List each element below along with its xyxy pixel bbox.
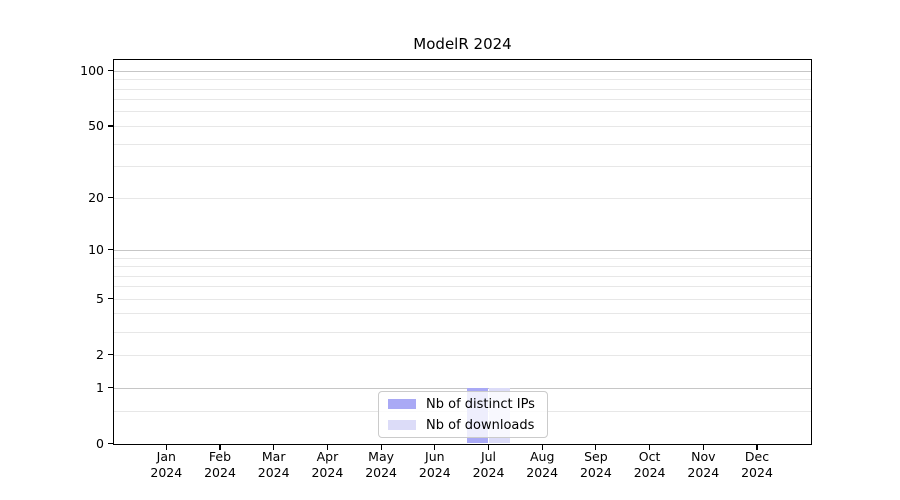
- legend-swatch-downloads-icon: [388, 420, 416, 430]
- x-axis-tick-label: Jun 2024: [418, 448, 451, 480]
- legend-swatch-distinct-ips-icon: [388, 399, 416, 409]
- y-axis-tick: [108, 249, 113, 251]
- x-axis-tick-label: Dec 2024: [741, 448, 773, 480]
- x-axis-tick: [219, 444, 221, 450]
- x-axis-tick: [487, 444, 490, 450]
- x-axis-tick-label: Oct 2024: [633, 448, 666, 480]
- gridline-minor: [114, 99, 811, 101]
- gridline-major: [114, 387, 811, 389]
- x-axis-tick: [273, 444, 275, 450]
- x-axis-tick: [434, 444, 436, 450]
- y-axis-tick-label: 0: [96, 435, 104, 451]
- x-axis-tick: [702, 444, 704, 450]
- x-axis-tick-label: Feb 2024: [204, 448, 236, 480]
- y-axis-tick-label: 5: [96, 290, 104, 306]
- x-axis-tick-label: Nov 2024: [687, 448, 720, 480]
- y-axis-tick: [108, 197, 113, 199]
- gridline-minor: [114, 286, 811, 288]
- gridline-minor: [114, 197, 811, 199]
- legend-item-distinct-ips: Nb of distinct IPs: [388, 397, 538, 412]
- y-axis-tick-label: 100: [80, 62, 104, 78]
- x-axis-tick: [380, 444, 382, 450]
- y-axis-tick: [108, 443, 113, 445]
- chart-title: ModelR 2024: [413, 35, 512, 53]
- gridline-minor: [114, 79, 811, 81]
- gridline-minor: [114, 88, 811, 90]
- x-axis-tick: [595, 444, 597, 450]
- y-axis-tick-label: 50: [88, 117, 104, 133]
- x-axis-tick-label: Jan 2024: [150, 448, 183, 480]
- x-axis-tick: [165, 444, 167, 450]
- gridline-minor: [114, 298, 811, 300]
- gridline-minor: [114, 257, 811, 259]
- x-axis-tick: [326, 444, 328, 450]
- legend-label-distinct-ips: Nb of distinct IPs: [426, 396, 535, 412]
- gridline-minor: [114, 275, 811, 277]
- gridline-minor: [114, 354, 811, 356]
- x-axis-tick-label: Mar 2024: [257, 448, 290, 480]
- gridline-major: [114, 249, 811, 251]
- y-axis-tick-label: 1: [96, 379, 104, 395]
- x-axis-tick-label: May 2024: [365, 448, 397, 480]
- y-axis-tick: [108, 125, 113, 127]
- y-axis-tick: [108, 70, 113, 72]
- gridline-major: [114, 70, 811, 72]
- gridline-minor: [114, 111, 811, 113]
- gridline-minor: [114, 143, 811, 145]
- x-axis-tick-label: Aug 2024: [526, 448, 559, 480]
- y-axis-tick-label: 2: [96, 346, 104, 362]
- x-axis-tick-label: Apr 2024: [311, 448, 344, 480]
- x-axis-tick-label: Jul 2024: [472, 448, 505, 480]
- gridline-minor: [114, 125, 811, 127]
- x-axis-tick-label: Sep 2024: [579, 448, 612, 480]
- gridline-minor: [114, 331, 811, 333]
- y-axis-tick: [108, 354, 113, 356]
- y-axis-tick: [108, 298, 113, 300]
- y-axis-tick: [108, 387, 113, 389]
- gridline-minor: [114, 266, 811, 267]
- y-axis-tick-label: 20: [88, 189, 104, 205]
- x-axis-tick: [756, 444, 758, 450]
- x-axis-tick: [649, 444, 651, 450]
- x-axis-tick: [541, 444, 543, 450]
- gridline-minor: [114, 166, 811, 168]
- plot-area: [114, 60, 811, 444]
- legend-item-downloads: Nb of downloads: [388, 418, 538, 433]
- gridline-minor: [114, 313, 811, 315]
- y-axis-tick-label: 10: [88, 241, 104, 257]
- legend-label-downloads: Nb of downloads: [426, 417, 535, 433]
- legend: Nb of distinct IPs Nb of downloads: [378, 391, 548, 438]
